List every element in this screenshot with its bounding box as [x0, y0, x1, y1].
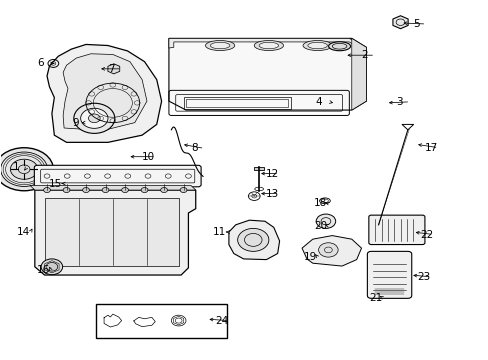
- Circle shape: [41, 259, 62, 275]
- Text: 23: 23: [417, 272, 430, 282]
- Circle shape: [0, 148, 53, 191]
- Text: 5: 5: [412, 19, 419, 29]
- Text: 4: 4: [315, 97, 321, 107]
- Ellipse shape: [303, 41, 331, 50]
- Polygon shape: [168, 39, 363, 51]
- Polygon shape: [228, 220, 279, 260]
- Text: 21: 21: [368, 293, 381, 303]
- Text: 7: 7: [108, 64, 114, 74]
- Text: 15: 15: [48, 179, 61, 189]
- Ellipse shape: [210, 42, 229, 49]
- Circle shape: [82, 188, 89, 193]
- Circle shape: [43, 188, 50, 193]
- Circle shape: [63, 188, 70, 193]
- Polygon shape: [168, 39, 366, 110]
- Text: 1: 1: [13, 162, 20, 172]
- Polygon shape: [302, 235, 361, 266]
- Circle shape: [316, 214, 335, 228]
- Circle shape: [102, 188, 109, 193]
- Text: 13: 13: [265, 189, 278, 199]
- Circle shape: [160, 188, 167, 193]
- Ellipse shape: [259, 42, 278, 49]
- Text: 17: 17: [424, 143, 437, 153]
- Polygon shape: [30, 185, 195, 190]
- Ellipse shape: [307, 42, 327, 49]
- Circle shape: [74, 103, 115, 134]
- Text: 10: 10: [142, 152, 155, 162]
- Text: 12: 12: [265, 168, 278, 179]
- Circle shape: [141, 188, 148, 193]
- FancyBboxPatch shape: [368, 215, 424, 244]
- FancyBboxPatch shape: [34, 165, 201, 187]
- Text: 9: 9: [73, 118, 80, 128]
- Text: 20: 20: [314, 221, 326, 230]
- Text: 2: 2: [361, 50, 367, 60]
- Bar: [185, 99, 288, 107]
- Text: 8: 8: [190, 143, 197, 153]
- Circle shape: [318, 243, 337, 257]
- Circle shape: [237, 228, 268, 251]
- Bar: [183, 97, 290, 109]
- Bar: [44, 198, 178, 266]
- Polygon shape: [63, 54, 147, 131]
- Polygon shape: [351, 39, 366, 110]
- Circle shape: [88, 114, 100, 123]
- Text: 16: 16: [37, 265, 50, 275]
- Text: 11: 11: [212, 227, 225, 237]
- Text: 3: 3: [396, 97, 403, 107]
- Text: 14: 14: [17, 227, 30, 237]
- Ellipse shape: [254, 41, 283, 50]
- Text: 19: 19: [304, 252, 317, 262]
- Ellipse shape: [328, 42, 350, 51]
- Circle shape: [46, 262, 58, 271]
- Circle shape: [81, 108, 108, 129]
- Ellipse shape: [205, 41, 234, 50]
- Polygon shape: [47, 44, 161, 142]
- Text: 22: 22: [419, 230, 432, 239]
- Text: 24: 24: [215, 316, 228, 325]
- FancyBboxPatch shape: [366, 251, 411, 298]
- Circle shape: [10, 159, 38, 179]
- Text: 18: 18: [314, 198, 327, 208]
- Bar: [96, 304, 227, 338]
- Bar: [254, 167, 264, 170]
- Text: 6: 6: [37, 58, 44, 68]
- Polygon shape: [35, 190, 195, 275]
- Circle shape: [122, 188, 128, 193]
- Circle shape: [180, 188, 186, 193]
